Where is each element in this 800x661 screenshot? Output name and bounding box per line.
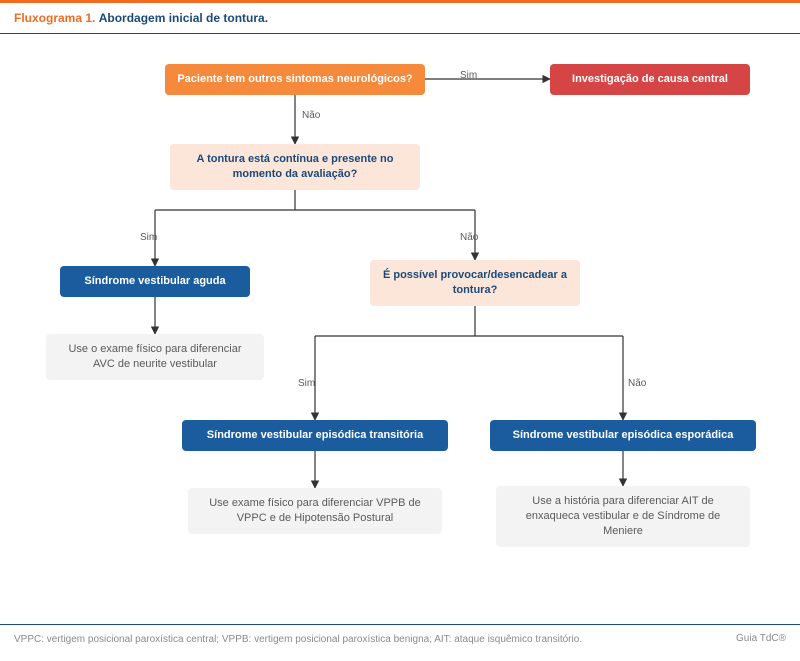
edge-label-nao1: Não — [302, 110, 320, 121]
flowchart-canvas: Paciente tem outros sintomas neurológico… — [0, 34, 800, 624]
flowchart-node-q3: É possível provocar/desencadear a tontur… — [370, 260, 580, 306]
edge-label-nao3: Não — [628, 378, 646, 389]
flowchart-node-b2: Síndrome vestibular episódica transitóri… — [182, 420, 448, 451]
edge-label-sim2: Sim — [140, 232, 157, 243]
footnote-abbreviations: VPPC: vertigem posicional paroxística ce… — [14, 633, 582, 647]
edge-label-sim1: Sim — [460, 70, 477, 81]
figure-title: Abordagem inicial de tontura. — [99, 11, 268, 25]
flowchart-node-q1: Paciente tem outros sintomas neurológico… — [165, 64, 425, 95]
flowchart-node-q2: A tontura está contínua e presente no mo… — [170, 144, 420, 190]
figure-footer: VPPC: vertigem posicional paroxística ce… — [0, 624, 800, 647]
flowchart-node-b1: Síndrome vestibular aguda — [60, 266, 250, 297]
figure-number: Fluxograma 1. — [14, 11, 95, 25]
figure-header: Fluxograma 1. Abordagem inicial de tontu… — [0, 0, 800, 34]
flowchart-node-l2: Use exame físico para diferenciar VPPB d… — [188, 488, 442, 534]
flowchart-node-l1: Use o exame físico para diferenciar AVC … — [46, 334, 264, 380]
flowchart-node-r1: Investigação de causa central — [550, 64, 750, 95]
footer-attribution: Guia TdC® — [736, 633, 786, 647]
flowchart-node-l3: Use a história para diferenciar AIT de e… — [496, 486, 750, 547]
edge-label-sim3: Sim — [298, 378, 315, 389]
flowchart-node-b3: Síndrome vestibular episódica esporádica — [490, 420, 756, 451]
edge-label-nao2: Não — [460, 232, 478, 243]
